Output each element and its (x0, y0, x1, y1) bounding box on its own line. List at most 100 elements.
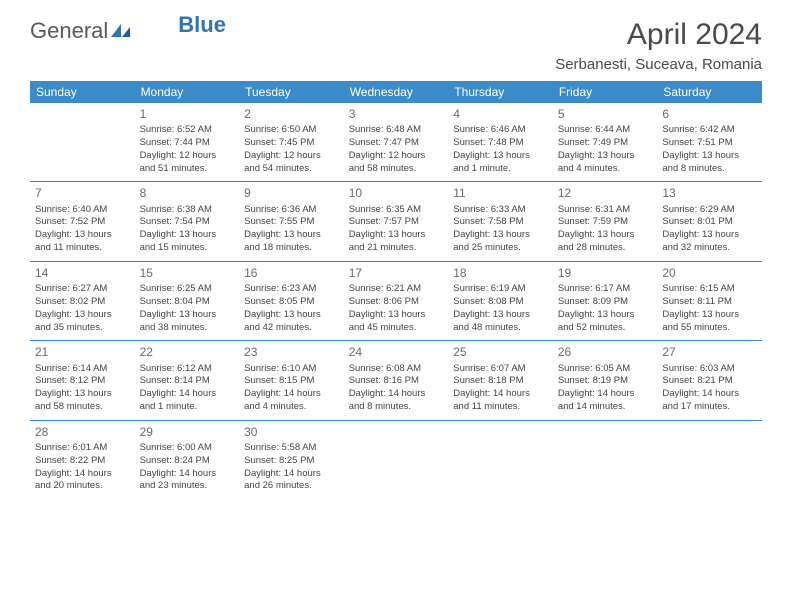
sunrise-text: Sunrise: 6:44 AM (558, 124, 653, 137)
daylight-text: Daylight: 14 hours and 1 minute. (140, 388, 235, 414)
day-number: 14 (35, 265, 130, 281)
day-number: 11 (453, 185, 548, 201)
calendar-day-cell: 20Sunrise: 6:15 AMSunset: 8:11 PMDayligh… (657, 261, 762, 340)
day-number: 18 (453, 265, 548, 281)
sunset-text: Sunset: 8:06 PM (349, 296, 444, 309)
day-number: 24 (349, 344, 444, 360)
sunrise-text: Sunrise: 6:12 AM (140, 363, 235, 376)
calendar-day-cell: 28Sunrise: 6:01 AMSunset: 8:22 PMDayligh… (30, 420, 135, 499)
sunset-text: Sunset: 7:54 PM (140, 216, 235, 229)
sunset-text: Sunset: 7:49 PM (558, 137, 653, 150)
daylight-text: Daylight: 14 hours and 26 minutes. (244, 468, 339, 494)
calendar-day-cell: 11Sunrise: 6:33 AMSunset: 7:58 PMDayligh… (448, 182, 553, 261)
sunset-text: Sunset: 8:11 PM (662, 296, 757, 309)
sunset-text: Sunset: 8:09 PM (558, 296, 653, 309)
daylight-text: Daylight: 13 hours and 45 minutes. (349, 309, 444, 335)
daylight-text: Daylight: 13 hours and 18 minutes. (244, 229, 339, 255)
daylight-text: Daylight: 14 hours and 14 minutes. (558, 388, 653, 414)
daylight-text: Daylight: 12 hours and 54 minutes. (244, 150, 339, 176)
sunset-text: Sunset: 8:19 PM (558, 375, 653, 388)
calendar-day-cell: 29Sunrise: 6:00 AMSunset: 8:24 PMDayligh… (135, 420, 240, 499)
sunset-text: Sunset: 8:04 PM (140, 296, 235, 309)
calendar-week-row: 1Sunrise: 6:52 AMSunset: 7:44 PMDaylight… (30, 103, 762, 182)
weekday-header: Monday (135, 81, 240, 103)
daylight-text: Daylight: 13 hours and 32 minutes. (662, 229, 757, 255)
daylight-text: Daylight: 14 hours and 8 minutes. (349, 388, 444, 414)
daylight-text: Daylight: 13 hours and 35 minutes. (35, 309, 130, 335)
calendar-day-cell (657, 420, 762, 499)
calendar-day-cell (30, 103, 135, 182)
location-subtitle: Serbanesti, Suceava, Romania (555, 56, 762, 73)
calendar-day-cell (553, 420, 658, 499)
day-number: 27 (662, 344, 757, 360)
daylight-text: Daylight: 14 hours and 4 minutes. (244, 388, 339, 414)
sunrise-text: Sunrise: 6:19 AM (453, 283, 548, 296)
calendar-day-cell: 21Sunrise: 6:14 AMSunset: 8:12 PMDayligh… (30, 341, 135, 420)
day-number: 7 (35, 185, 130, 201)
sunset-text: Sunset: 8:24 PM (140, 455, 235, 468)
day-number: 23 (244, 344, 339, 360)
sunrise-text: Sunrise: 6:17 AM (558, 283, 653, 296)
day-number: 22 (140, 344, 235, 360)
sunset-text: Sunset: 8:14 PM (140, 375, 235, 388)
calendar-day-cell: 7Sunrise: 6:40 AMSunset: 7:52 PMDaylight… (30, 182, 135, 261)
sunrise-text: Sunrise: 6:29 AM (662, 204, 757, 217)
day-number: 2 (244, 106, 339, 122)
calendar-week-row: 21Sunrise: 6:14 AMSunset: 8:12 PMDayligh… (30, 341, 762, 420)
calendar-day-cell: 17Sunrise: 6:21 AMSunset: 8:06 PMDayligh… (344, 261, 449, 340)
daylight-text: Daylight: 13 hours and 4 minutes. (558, 150, 653, 176)
day-number: 9 (244, 185, 339, 201)
calendar-body: 1Sunrise: 6:52 AMSunset: 7:44 PMDaylight… (30, 103, 762, 499)
day-number: 3 (349, 106, 444, 122)
sunrise-text: Sunrise: 6:36 AM (244, 204, 339, 217)
sunrise-text: Sunrise: 6:15 AM (662, 283, 757, 296)
sunrise-text: Sunrise: 6:31 AM (558, 204, 653, 217)
sunrise-text: Sunrise: 6:08 AM (349, 363, 444, 376)
daylight-text: Daylight: 13 hours and 15 minutes. (140, 229, 235, 255)
sunrise-text: Sunrise: 6:33 AM (453, 204, 548, 217)
sunrise-text: Sunrise: 6:00 AM (140, 442, 235, 455)
calendar-day-cell: 27Sunrise: 6:03 AMSunset: 8:21 PMDayligh… (657, 341, 762, 420)
daylight-text: Daylight: 14 hours and 17 minutes. (662, 388, 757, 414)
sunset-text: Sunset: 7:59 PM (558, 216, 653, 229)
calendar-day-cell: 13Sunrise: 6:29 AMSunset: 8:01 PMDayligh… (657, 182, 762, 261)
header: General Blue April 2024 Serbanesti, Suce… (0, 0, 792, 81)
sunrise-text: Sunrise: 6:46 AM (453, 124, 548, 137)
brand-word-2: Blue (178, 12, 226, 38)
day-number: 29 (140, 424, 235, 440)
sunset-text: Sunset: 8:02 PM (35, 296, 130, 309)
calendar-day-cell: 18 Sunrise: 6:19 AMSunset: 8:08 PMDayligh… (448, 261, 553, 340)
day-number: 28 (35, 424, 130, 440)
sunset-text: Sunset: 8:21 PM (662, 375, 757, 388)
day-number: 19 (558, 265, 653, 281)
day-number: 10 (349, 185, 444, 201)
daylight-text: Daylight: 13 hours and 48 minutes. (453, 309, 548, 335)
daylight-text: Daylight: 12 hours and 58 minutes. (349, 150, 444, 176)
day-number: 21 (35, 344, 130, 360)
day-number: 6 (662, 106, 757, 122)
daylight-text: Daylight: 13 hours and 55 minutes. (662, 309, 757, 335)
day-number: 30 (244, 424, 339, 440)
calendar-day-cell: 6Sunrise: 6:42 AMSunset: 7:51 PMDaylight… (657, 103, 762, 182)
sunset-text: Sunset: 7:57 PM (349, 216, 444, 229)
sunset-text: Sunset: 8:18 PM (453, 375, 548, 388)
sunrise-text: Sunrise: 6:01 AM (35, 442, 130, 455)
page-title: April 2024 (555, 18, 762, 52)
sunset-text: Sunset: 8:25 PM (244, 455, 339, 468)
calendar-day-cell: 16Sunrise: 6:23 AMSunset: 8:05 PMDayligh… (239, 261, 344, 340)
sunrise-text: Sunrise: 6:50 AM (244, 124, 339, 137)
daylight-text: Daylight: 13 hours and 11 minutes. (35, 229, 130, 255)
sunset-text: Sunset: 7:51 PM (662, 137, 757, 150)
calendar-week-row: 14Sunrise: 6:27 AMSunset: 8:02 PMDayligh… (30, 261, 762, 340)
daylight-text: Daylight: 12 hours and 51 minutes. (140, 150, 235, 176)
sunset-text: Sunset: 8:05 PM (244, 296, 339, 309)
sunrise-text: Sunrise: 6:25 AM (140, 283, 235, 296)
daylight-text: Daylight: 13 hours and 21 minutes. (349, 229, 444, 255)
sunrise-text: Sunrise: 6:05 AM (558, 363, 653, 376)
sunset-text: Sunset: 8:08 PM (453, 296, 548, 309)
sunrise-text: Sunrise: 6:52 AM (140, 124, 235, 137)
sunrise-text: Sunrise: 6:21 AM (349, 283, 444, 296)
daylight-text: Daylight: 13 hours and 1 minute. (453, 150, 548, 176)
calendar-day-cell: 5Sunrise: 6:44 AMSunset: 7:49 PMDaylight… (553, 103, 658, 182)
sunrise-text: Sunrise: 6:35 AM (349, 204, 444, 217)
